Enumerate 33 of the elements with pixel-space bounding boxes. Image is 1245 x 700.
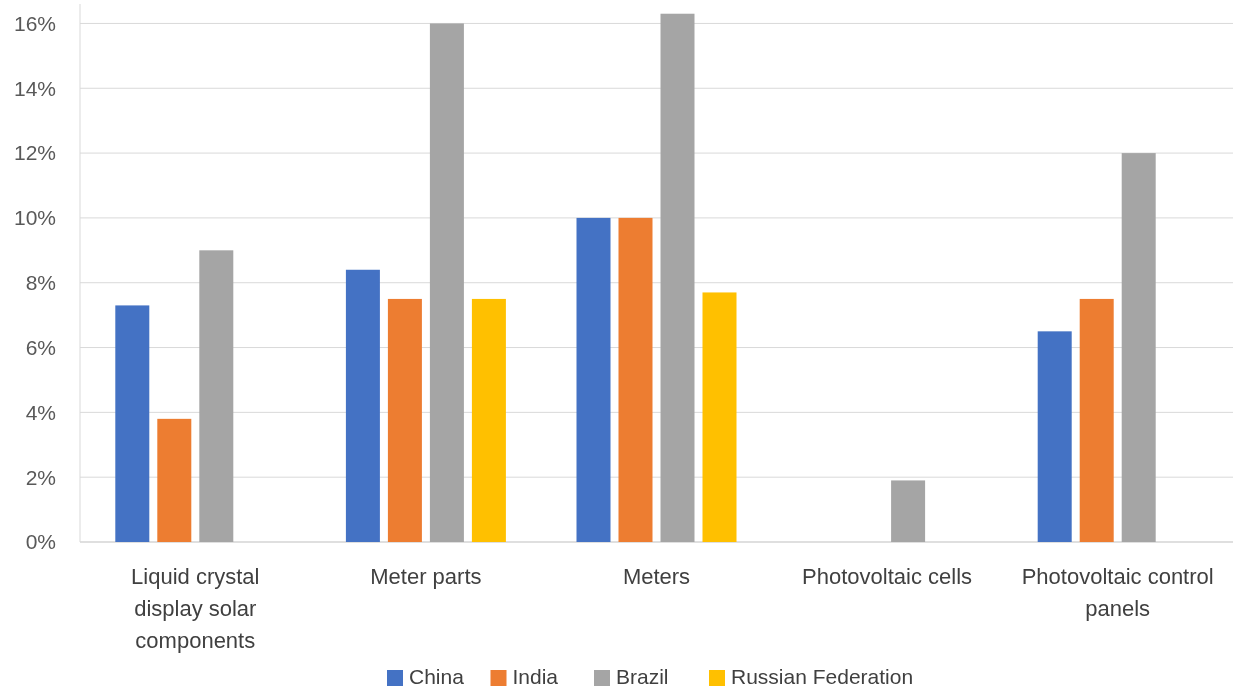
legend-label: Brazil [616,665,669,688]
x-tick-label: Meters [622,564,691,589]
bar [157,418,192,542]
legend-label: India [512,665,559,688]
y-tick-label: 4% [25,400,56,424]
legend-label: Russian Federation [731,665,914,688]
bar [891,480,926,542]
bar [1037,331,1072,542]
x-tick-label: Photovoltaic cells [802,564,973,589]
y-tick-label: 16% [13,11,56,35]
bar [702,292,737,542]
x-tick-label: Photovoltaic control panels [1021,564,1214,621]
y-tick-label: 8% [25,271,56,295]
x-tick-label: Liquid crystal display solar components [131,564,260,653]
bar [199,250,234,542]
bar [471,298,506,542]
bar [660,13,695,542]
y-tick-label: 10% [13,206,56,230]
bar [576,217,611,542]
y-tick-label: 0% [25,530,56,554]
y-tick-label: 6% [25,335,56,359]
bar [1079,298,1114,542]
bar [1121,153,1156,542]
bar [429,23,464,542]
bar [387,298,422,542]
y-tick-label: 2% [25,465,56,489]
y-tick-label: 12% [13,141,56,165]
bar [618,217,653,542]
bar [115,305,150,542]
x-tick-label: Meter parts [370,564,482,589]
y-tick-label: 14% [13,76,56,100]
legend-label: China [409,665,465,688]
bar [345,269,380,542]
